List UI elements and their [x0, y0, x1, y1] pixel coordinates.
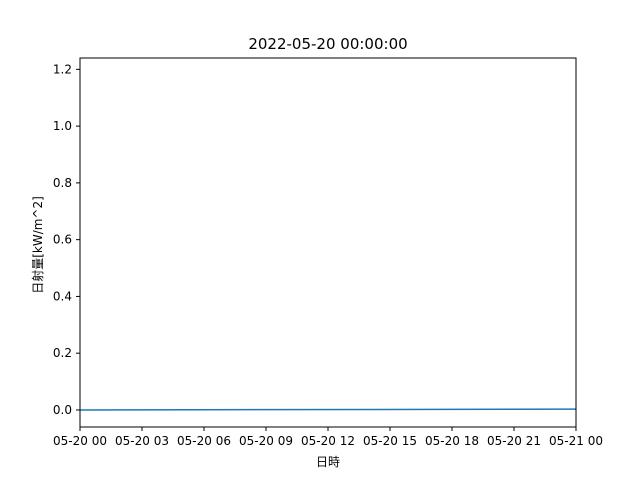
- x-tick-label: 05-20 15: [363, 434, 417, 448]
- y-axis-label: 日射量[kW/m^2]: [30, 196, 45, 294]
- x-tick-label: 05-20 00: [53, 434, 107, 448]
- x-tick-label: 05-20 21: [487, 434, 541, 448]
- x-tick-label: 05-21 00: [549, 434, 603, 448]
- series-line: [79, 408, 577, 411]
- y-tick-label: 0.6: [53, 233, 72, 247]
- y-tick-label: 0.8: [53, 176, 72, 190]
- x-axis: 05-20 00 05-20 03 05-20 06 05-20 09 05-20 12…: [53, 427, 603, 448]
- y-tick-label: 1.2: [53, 62, 72, 76]
- series-layer: [79, 408, 577, 411]
- y-axis: 0.0 0.2 0.4 0.6 0.8 1.0 1.2: [53, 62, 80, 417]
- y-tick-label: 1.0: [53, 119, 72, 133]
- y-tick-label: 0.2: [53, 346, 72, 360]
- x-axis-label: 日時: [316, 455, 340, 469]
- plot-area: [80, 58, 576, 427]
- x-tick-label: 05-20 12: [301, 434, 355, 448]
- y-tick-label: 0.4: [53, 289, 72, 303]
- x-tick-label: 05-20 18: [425, 434, 479, 448]
- y-tick-label: 0.0: [53, 403, 72, 417]
- x-tick-label: 05-20 03: [115, 434, 169, 448]
- x-tick-label: 05-20 06: [177, 434, 231, 448]
- x-tick-label: 05-20 09: [239, 434, 293, 448]
- chart-title: 2022-05-20 00:00:00: [248, 35, 407, 53]
